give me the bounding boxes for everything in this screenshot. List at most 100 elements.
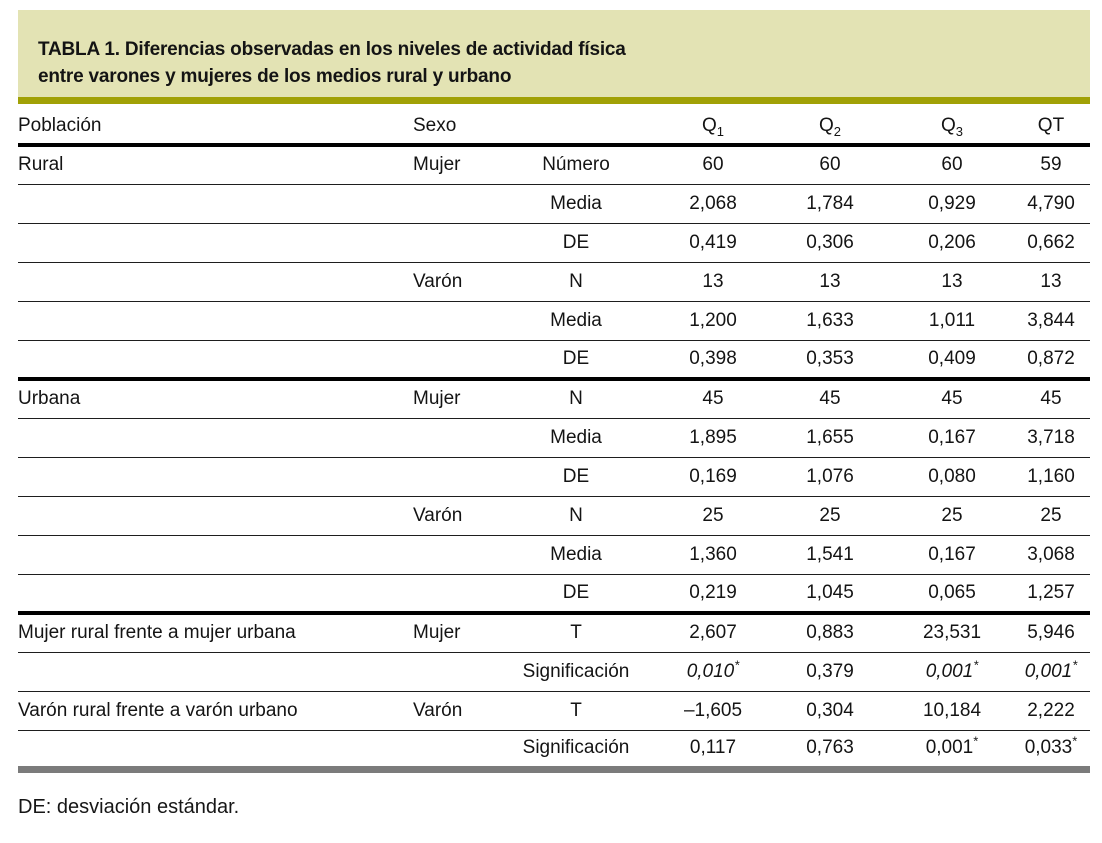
table-cell-stat: N [494,379,658,419]
table-cell-q3: 0,080 [892,457,1012,497]
title-line-1: TABLA 1. Diferencias observadas en los n… [38,39,626,60]
table-row: Media 1,200 1,633 1,011 3,844 [18,301,1090,341]
table-cell-q3: 0,065 [892,574,1012,615]
table-row: Significación 0,010* 0,379 0,001* 0,001* [18,652,1090,692]
results-table: Población Sexo Q1 Q2 Q3 QT Rural Mujer Núm… [18,108,1090,773]
table-cell-q1: 2,607 [658,613,768,653]
table-cell-qt: 0,872 [1012,340,1090,381]
table-cell-poblacion [18,535,413,575]
table-cell-stat: Significación [494,652,658,692]
table-cell-q1: 0,398 [658,340,768,381]
table-cell-qt: 1,257 [1012,574,1090,615]
table-cell-sexo [413,652,494,692]
table-row: Media 1,360 1,541 0,167 3,068 [18,535,1090,575]
table-cell-q1: 25 [658,496,768,536]
table-cell-sexo [413,301,494,341]
table-cell-q1: 60 [658,145,768,185]
table-cell-q2: 1,784 [768,184,892,224]
header-q2-base: Q [818,114,834,136]
table-cell-qt: 4,790 [1012,184,1090,224]
table-cell-stat: DE [494,223,658,263]
table-cell-q2: 13 [768,262,892,302]
table-cell-stat: Media [494,184,658,224]
header-q2-sub: 2 [833,123,841,139]
table-cell-stat: T [494,613,658,653]
table-cell-q3: 13 [892,262,1012,302]
table-cell-q1: 13 [658,262,768,302]
table-cell-poblacion [18,262,413,302]
table-cell-poblacion [18,730,413,773]
significance-asterisk: * [1072,733,1078,749]
table-cell-q2: 0,304 [768,691,892,731]
table-cell-qt: 3,068 [1012,535,1090,575]
header-qt: QT [1012,108,1090,147]
table-cell-q3: 0,167 [892,418,1012,458]
table-cell-sexo: Mujer [413,145,494,185]
table-cell-stat: DE [494,457,658,497]
header-qt-base: QT [1037,114,1065,136]
table-cell-q1: 1,360 [658,535,768,575]
table-cell-qt: 59 [1012,145,1090,185]
table-cell-qt: 0,001* [1012,652,1090,692]
table-cell-poblacion [18,574,413,615]
table-cell-sexo [413,340,494,381]
table-cell-stat: N [494,496,658,536]
table-cell-q2: 0,883 [768,613,892,653]
table-cell-q3: 25 [892,496,1012,536]
table-cell-q3: 0,001* [892,730,1012,773]
significance-asterisk: * [734,657,740,673]
olive-rule [18,97,1090,104]
table-cell-poblacion: Urbana [18,379,413,419]
table-row: Varón N 25 25 25 25 [18,496,1090,536]
table-cell-q3: 0,929 [892,184,1012,224]
table-title: TABLA 1. Diferencias observadas en los n… [18,10,1090,97]
table-cell-poblacion [18,223,413,263]
table-cell-q2: 1,541 [768,535,892,575]
table-cell-stat: DE [494,574,658,615]
table-cell-qt: 0,662 [1012,223,1090,263]
table-cell-qt: 13 [1012,262,1090,302]
table-cell-q1: 0,117 [658,730,768,773]
table-cell-sexo: Varón [413,496,494,536]
table-row: Mujer rural frente a mujer urbana Mujer T 2… [18,613,1090,653]
table-cell-q2: 1,045 [768,574,892,615]
table-row: Rural Mujer Número 60 60 60 59 [18,145,1090,185]
cell-value: 0,001 [1024,660,1073,682]
table-cell-q2: 0,379 [768,652,892,692]
table-cell-sexo [413,418,494,458]
table-cell-q3: 10,184 [892,691,1012,731]
table-cell-sexo: Varón [413,262,494,302]
table-cell-qt: 25 [1012,496,1090,536]
table-cell-poblacion [18,457,413,497]
title-line-2: entre varones y mujeres de los medios ru… [38,66,512,87]
table-cell-stat: Media [494,301,658,341]
table-cell-poblacion [18,340,413,381]
table-cell-q1: 0,010* [658,652,768,692]
header-q3-sub: 3 [955,123,963,139]
table-cell-stat: DE [494,340,658,381]
table-cell-q3: 0,167 [892,535,1012,575]
table-cell-stat: N [494,262,658,302]
table-row: Varón rural frente a varón urbano Varón T –… [18,691,1090,731]
table-row: DE 0,219 1,045 0,065 1,257 [18,574,1090,615]
table-cell-stat: T [494,691,658,731]
cell-value: 0,010 [686,660,735,682]
table-cell-poblacion [18,184,413,224]
table-cell-stat: Media [494,418,658,458]
table-cell-q2: 0,353 [768,340,892,381]
header-q3: Q3 [892,108,1012,147]
table-cell-q3: 0,206 [892,223,1012,263]
table-cell-q1: 0,419 [658,223,768,263]
table-cell-q1: –1,605 [658,691,768,731]
table-cell-sexo: Mujer [413,379,494,419]
cell-value: 0,001 [925,660,974,682]
table-cell-qt: 3,718 [1012,418,1090,458]
table-cell-q2: 25 [768,496,892,536]
table-cell-poblacion: Varón rural frente a varón urbano [18,691,413,731]
table-cell-sexo [413,457,494,497]
header-sexo: Sexo [413,108,494,147]
significance-asterisk: * [1072,657,1078,673]
table-cell-qt: 1,160 [1012,457,1090,497]
table-cell-q1: 1,895 [658,418,768,458]
